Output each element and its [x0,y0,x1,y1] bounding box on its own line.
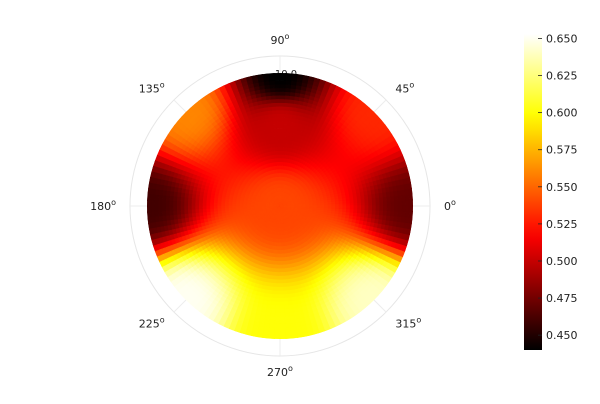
heat-cell [402,206,406,212]
heat-cell [380,206,384,211]
heat-cell [169,201,173,206]
heat-cell [287,206,291,207]
heat-cell [324,206,328,208]
heat-cell [180,202,184,207]
heat-cell [310,206,314,208]
heat-cell [280,80,286,84]
heatmap-surface [147,73,413,339]
heat-cell [302,206,306,207]
heat-cell [275,324,281,328]
heat-cell [339,206,343,209]
heat-cell [298,206,302,207]
heat-cell [280,91,285,95]
heat-cell [276,298,281,302]
heat-cell [173,201,177,206]
heat-cell [328,206,332,208]
heat-cell [184,202,188,207]
heat-cell [280,95,285,99]
heat-cell [291,206,295,207]
heat-cell [158,201,162,207]
heat-cell [335,206,339,209]
heat-cell [151,200,155,206]
heat-cell [280,103,285,107]
heat-cell [346,206,350,209]
heat-cell [154,201,158,207]
heat-cell [276,302,281,306]
heat-cell [354,206,358,210]
heat-cell [165,201,169,206]
heat-cell [275,309,280,313]
heat-cell [398,206,402,212]
heat-cell [295,206,299,207]
heat-cell [279,77,285,81]
heat-cell [361,206,365,210]
heat-cell [275,320,281,324]
heat-cell [387,206,391,211]
heat-cell [321,206,325,208]
heat-cell [275,313,280,317]
heat-cell [177,201,181,206]
heat-cell [317,206,321,208]
heat-cell [275,306,280,310]
heat-cell [358,206,362,210]
heat-cell [372,206,376,211]
heat-cell [369,206,373,210]
heat-cell [391,206,395,211]
heat-cell [383,206,387,211]
heat-cell [350,206,354,210]
heat-cell [275,317,280,321]
heat-cell [162,201,166,207]
heat-cell [365,206,369,210]
heat-cell [313,206,317,208]
heat-cell [280,110,285,114]
heat-cell [306,206,310,207]
heat-cell [280,88,286,92]
heat-cell [280,106,285,110]
heat-cell [394,206,398,212]
heat-cell [275,328,281,332]
heat-cell [280,99,285,103]
heat-cell [343,206,347,209]
heat-cell [280,84,286,88]
heat-cell [376,206,380,211]
heat-cell [332,206,336,209]
